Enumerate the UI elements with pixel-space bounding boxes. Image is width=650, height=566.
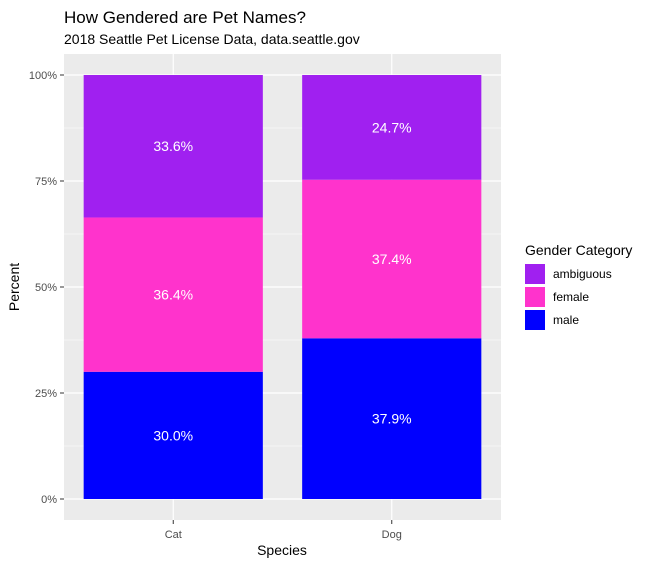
y-axis: 0% 25% 50% 75% 100%	[29, 70, 64, 506]
bar-female-dog	[302, 179, 482, 339]
bar-label-ambiguous-dog: 24.7%	[372, 119, 412, 135]
y-tick-label: 25%	[35, 388, 57, 400]
legend-swatch-ambiguous	[525, 264, 545, 284]
y-axis-title: Percent	[6, 263, 22, 311]
bar-label-female-cat: 36.4%	[153, 287, 193, 303]
bar-label-female-dog: 37.4%	[372, 251, 412, 267]
legend-label-ambiguous: ambiguous	[553, 267, 612, 281]
y-tick-label: 75%	[35, 176, 57, 188]
bar-label-ambiguous-cat: 33.6%	[153, 138, 193, 154]
chart-title: How Gendered are Pet Names?	[64, 8, 306, 27]
x-axis-title: Species	[257, 542, 307, 558]
legend-swatch-female	[525, 287, 545, 307]
legend-label-female: female	[553, 290, 589, 304]
bar-ambiguous-dog	[302, 75, 482, 180]
x-tick-label: Dog	[382, 529, 402, 541]
legend: Gender Category ambiguous female male	[525, 242, 632, 330]
chart-subtitle: 2018 Seattle Pet License Data, data.seat…	[64, 31, 360, 47]
bar-label-male-cat: 30.0%	[153, 427, 193, 443]
y-tick-label: 50%	[35, 282, 57, 294]
bar-female-cat	[83, 217, 263, 372]
y-tick-label: 100%	[29, 70, 57, 82]
bar-male-cat	[83, 371, 263, 499]
legend-swatch-male	[525, 310, 545, 330]
bar-labels: 30.0% 36.4% 33.6% 37.9% 37.4% 24.7%	[153, 119, 411, 443]
x-tick-label: Cat	[165, 529, 182, 541]
bar-male-dog	[302, 338, 482, 499]
legend-title: Gender Category	[525, 242, 632, 258]
legend-label-male: male	[553, 313, 579, 327]
bars	[83, 75, 482, 499]
x-axis: Cat Dog	[165, 520, 402, 541]
y-tick-label: 0%	[41, 494, 57, 506]
bar-label-male-dog: 37.9%	[372, 411, 412, 427]
bar-ambiguous-cat	[83, 75, 263, 218]
